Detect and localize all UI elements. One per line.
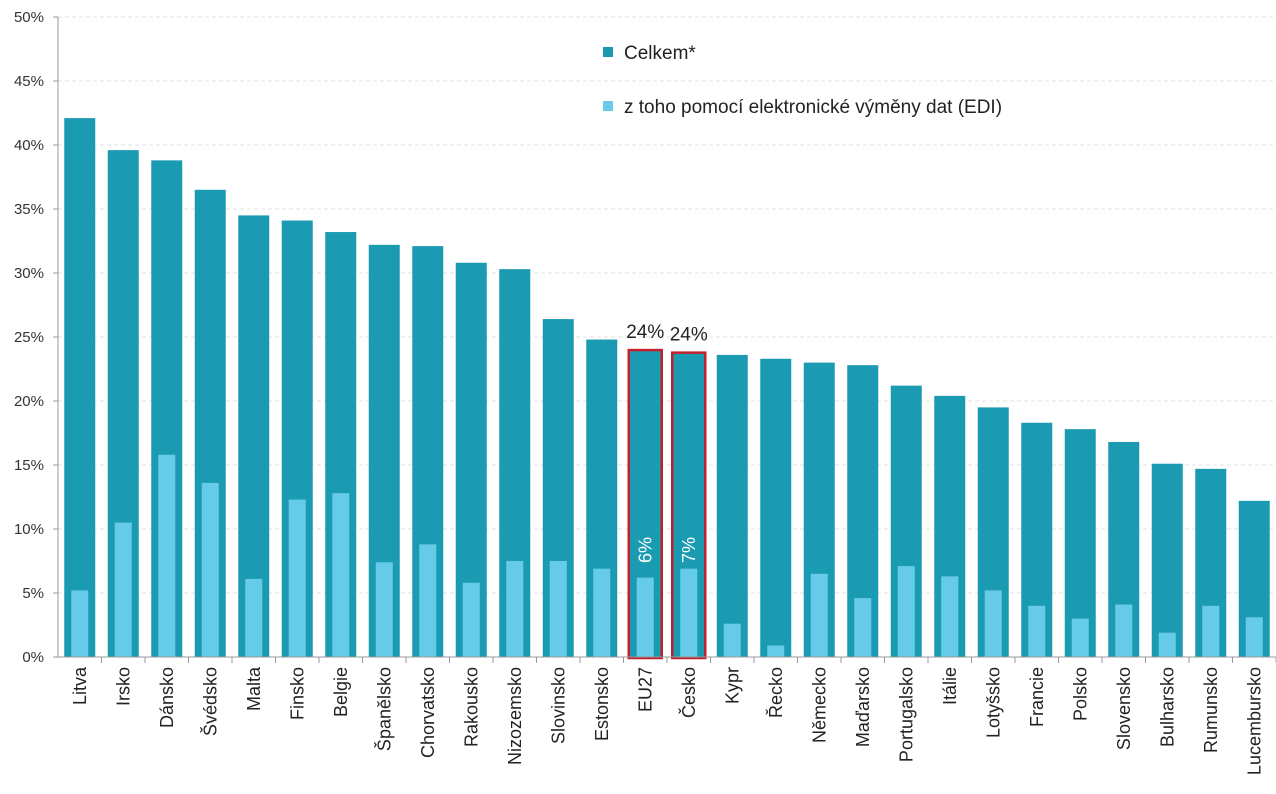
bar-edi-lucembursko — [1245, 617, 1263, 657]
edi-label-cesko: 7% — [679, 537, 699, 563]
x-tick-label-litva: Litva — [70, 666, 90, 705]
x-tick-label-malta: Malta — [244, 666, 264, 711]
bar-edi-chorvatsko — [419, 544, 437, 657]
legend-swatch-edi — [603, 101, 613, 111]
x-tick-label-irsko: Irsko — [113, 667, 133, 706]
bar-edi-litva — [71, 590, 89, 657]
x-tick-label-rakousko: Rakousko — [461, 667, 481, 747]
bar-edi-francie — [1028, 605, 1046, 657]
y-tick-label: 25% — [14, 329, 44, 346]
bar-edi-cesko — [680, 568, 698, 657]
y-tick-label: 30% — [14, 265, 44, 282]
legend-label-celkem: Celkem* — [624, 43, 696, 64]
x-tick-label-estonsko: Estonsko — [592, 667, 612, 741]
x-tick-label-madarsko: Maďarsko — [853, 667, 873, 747]
bar-groups — [64, 118, 1270, 658]
x-tick-label-svedsko: Švédsko — [199, 667, 220, 736]
y-tick-label: 50% — [14, 9, 44, 26]
y-tick-label: 40% — [14, 137, 44, 154]
bar-edi-estonsko — [593, 568, 611, 657]
x-tick-label-dansko: Dánsko — [157, 667, 177, 728]
bar-edi-dansko — [158, 454, 176, 657]
x-tick-label-polsko: Polsko — [1070, 667, 1090, 721]
bar-celkem-litva — [64, 118, 96, 658]
highlight-box-eu27 — [627, 348, 663, 660]
legend: Celkem* z toho pomocí elektronické výměn… — [603, 43, 1002, 118]
bar-edi-eu27 — [636, 577, 654, 657]
bar-edi-spanelsko — [375, 562, 393, 657]
bar-edi-irsko — [114, 522, 132, 657]
legend-swatch-celkem — [603, 47, 613, 57]
bar-edi-slovensko — [1115, 604, 1133, 657]
x-tick-label-rumunsko: Rumunsko — [1201, 667, 1221, 753]
bar-edi-recko — [767, 645, 785, 657]
x-tick-label-nizozemsko: Nizozemsko — [505, 667, 525, 765]
x-tick-label-nemecko: Německo — [809, 667, 829, 743]
x-tick-label-portugalsko: Portugalsko — [896, 667, 916, 762]
bar-edi-malta — [245, 578, 263, 657]
bar-celkem-recko — [760, 358, 792, 657]
bar-edi-slovinsko — [549, 561, 567, 657]
bar-edi-rumunsko — [1202, 605, 1220, 657]
bar-edi-nemecko — [810, 573, 828, 657]
x-tick-label-bulharsko: Bulharsko — [1157, 667, 1177, 747]
bar-edi-svedsko — [201, 482, 219, 657]
bar-edi-italie — [941, 576, 959, 657]
x-tick-label-lucembursko: Lucembursko — [1244, 667, 1264, 775]
x-tick-label-francie: Francie — [1027, 667, 1047, 727]
highlight-boxes — [627, 348, 707, 660]
bar-edi-rakousko — [462, 582, 480, 657]
bar-edi-finsko — [288, 499, 306, 657]
total-label-cesko: 24% — [670, 325, 708, 346]
bar-edi-kypr — [723, 623, 741, 657]
y-tick-label: 5% — [22, 585, 44, 602]
bar-edi-nizozemsko — [506, 561, 524, 657]
bar-edi-bulharsko — [1158, 632, 1176, 657]
x-tick-label-cesko: Česko — [678, 667, 699, 718]
bar-edi-polsko — [1071, 618, 1089, 657]
x-tick-label-slovinsko: Slovinsko — [548, 667, 568, 744]
y-tick-label: 10% — [14, 521, 44, 538]
total-label-eu27: 24% — [626, 322, 664, 343]
highlight-box-cesko — [671, 351, 707, 660]
x-tick-label-slovensko: Slovensko — [1114, 667, 1134, 750]
bar-edi-portugalsko — [897, 566, 915, 657]
y-tick-label: 45% — [14, 73, 44, 90]
x-tick-label-finsko: Finsko — [287, 667, 307, 720]
y-tick-label: 35% — [14, 201, 44, 218]
x-tick-label-chorvatsko: Chorvatsko — [418, 667, 438, 758]
x-tick-label-italie: Itálie — [940, 667, 960, 705]
x-tick-label-belgie: Belgie — [331, 667, 351, 717]
x-tick-label-eu27: EU27 — [635, 667, 655, 712]
edi-label-eu27: 6% — [635, 537, 655, 563]
x-tick-label-lotyssko: Lotyšsko — [983, 667, 1003, 738]
axes: 0% 5% 10% 15% 20% 25% 30% 35% 40% 45% 50% Litva Irsk… — [14, 9, 1276, 775]
legend-label-edi: z toho pomocí elektronické výměny dat (E… — [624, 97, 1002, 118]
bar-celkem-bulharsko — [1151, 463, 1183, 657]
bar-celkem-kypr — [716, 354, 748, 657]
y-tick-label: 0% — [22, 649, 44, 666]
x-tick-label-spanelsko: Španělsko — [373, 667, 394, 751]
y-tick-label: 15% — [14, 457, 44, 474]
x-tick-label-recko: Řecko — [766, 667, 786, 718]
bar-edi-belgie — [332, 493, 350, 657]
x-tick-label-kypr: Kypr — [722, 667, 742, 704]
bar-edi-lotyssko — [984, 590, 1002, 657]
y-tick-label: 20% — [14, 393, 44, 410]
bar-edi-madarsko — [854, 598, 872, 657]
annotations: 24% 6% 24% 7% — [626, 322, 708, 563]
